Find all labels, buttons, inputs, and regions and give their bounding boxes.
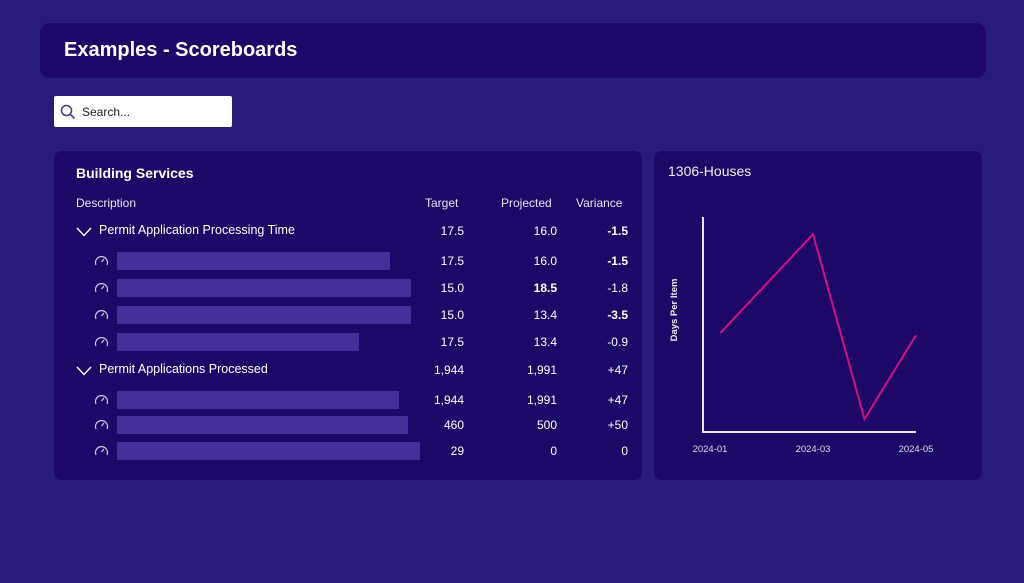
group-variance: +47 [607, 363, 628, 377]
page-title: Examples - Scoreboards [64, 39, 298, 61]
row-target: 1,944 [433, 393, 464, 407]
search-icon [60, 104, 76, 120]
group-target: 1,944 [433, 363, 464, 377]
row-projected: 500 [536, 418, 557, 432]
gauge-icon [94, 335, 109, 353]
gauge-icon [94, 254, 109, 272]
progress-bar [117, 306, 411, 324]
row-variance: -3.5 [607, 308, 628, 322]
group-target: 17.5 [440, 224, 464, 238]
gauge-icon [94, 444, 109, 462]
row-target: 15.0 [440, 308, 464, 322]
group-label[interactable]: Permit Applications Processed [99, 362, 268, 376]
progress-bar [117, 391, 399, 409]
row-projected: 13.4 [533, 308, 557, 322]
row-projected: 13.4 [533, 335, 557, 349]
gauge-icon [94, 393, 109, 411]
page-header: Examples - Scoreboards [40, 23, 986, 78]
row-variance: -0.9 [607, 335, 628, 349]
column-header-projected: Projected [501, 196, 552, 210]
column-header-description: Description [76, 196, 137, 210]
chart-panel: 1306-Houses 2024-01 2024-03 2024-05 Days Pe… [654, 151, 982, 480]
x-tick-label: 2024-03 [796, 444, 831, 455]
progress-bar [117, 416, 408, 434]
row-variance: -1.8 [607, 281, 628, 295]
row-projected: 18.5 [533, 281, 557, 295]
chart-title: 1306-Houses [668, 163, 752, 179]
group-label[interactable]: Permit Application Processing Time [99, 223, 295, 237]
line-chart: 2024-01 2024-03 2024-05 Days Per Item [669, 217, 934, 455]
row-projected: 16.0 [533, 254, 557, 268]
row-variance: +50 [607, 418, 628, 432]
x-tick-label: 2024-05 [899, 444, 934, 455]
progress-bar [117, 252, 390, 270]
scoreboard-panel: Building Services Description Target Pro… [54, 151, 642, 480]
series-line [719, 232, 917, 422]
group-variance: -1.5 [607, 224, 628, 238]
gauge-icon [94, 308, 109, 326]
column-header-target: Target [425, 196, 459, 210]
gauge-icon [94, 418, 109, 436]
row-projected: 0 [550, 444, 557, 458]
progress-bar [117, 333, 359, 351]
x-tick-label: 2024-01 [693, 444, 728, 455]
row-target: 17.5 [440, 335, 464, 349]
search-input[interactable] [82, 102, 222, 121]
row-target: 17.5 [440, 254, 464, 268]
chevron-down-icon[interactable] [76, 363, 92, 381]
row-target: 460 [443, 418, 464, 432]
search-box[interactable] [54, 96, 232, 127]
chart-axes [702, 217, 916, 433]
row-variance: -1.5 [607, 254, 628, 268]
group-projected: 1,991 [526, 363, 557, 377]
scoreboard-title: Building Services [76, 165, 194, 181]
chevron-down-icon[interactable] [76, 224, 92, 242]
group-projected: 16.0 [533, 224, 557, 238]
row-variance: 0 [621, 444, 628, 458]
progress-bar [117, 442, 420, 460]
row-variance: +47 [607, 393, 628, 407]
row-projected: 1,991 [526, 393, 557, 407]
column-header-variance: Variance [576, 196, 623, 210]
progress-bar [117, 279, 411, 297]
y-axis-label: Days Per Item [669, 279, 680, 342]
row-target: 15.0 [440, 281, 464, 295]
gauge-icon [94, 281, 109, 299]
row-target: 29 [450, 444, 464, 458]
